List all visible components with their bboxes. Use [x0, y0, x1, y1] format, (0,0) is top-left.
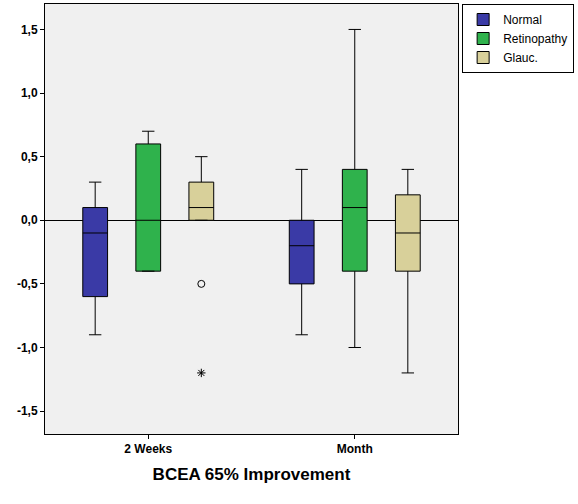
svg-text:2 Weeks: 2 Weeks — [124, 442, 172, 456]
svg-text:Normal: Normal — [503, 13, 542, 27]
svg-text:Glauc.: Glauc. — [503, 51, 538, 65]
svg-text:Retinopathy: Retinopathy — [503, 32, 567, 46]
svg-text:0,0: 0,0 — [21, 213, 38, 227]
svg-text:0,5: 0,5 — [21, 150, 38, 164]
svg-text:BCEA 65% Improvement: BCEA 65% Improvement — [153, 465, 351, 484]
svg-text:-0,5: -0,5 — [17, 277, 38, 291]
svg-text:1,5: 1,5 — [21, 23, 38, 37]
svg-text:Month: Month — [337, 442, 373, 456]
svg-text:1,0: 1,0 — [21, 86, 38, 100]
svg-text:-1,5: -1,5 — [17, 404, 38, 418]
svg-text:-1,0: -1,0 — [17, 341, 38, 355]
